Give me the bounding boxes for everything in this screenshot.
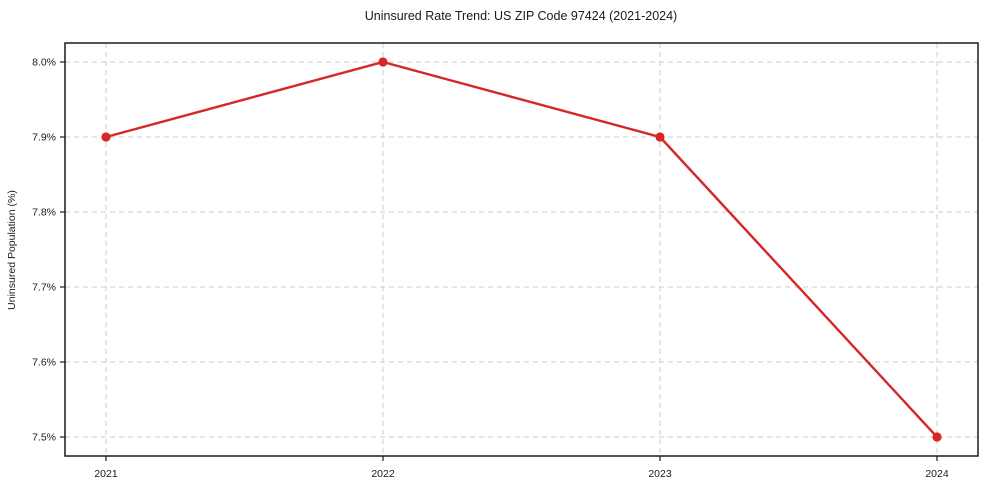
data-point-2024: [932, 432, 942, 442]
plot-frame: [64, 42, 979, 457]
chart-title: Uninsured Rate Trend: US ZIP Code 97424 …: [365, 9, 677, 23]
y-tick-label: 8.0%: [32, 57, 56, 69]
y-axis-label: Uninsured Population (%): [6, 190, 18, 310]
y-tick-label: 7.5%: [32, 432, 56, 444]
trend-line-series: [101, 57, 942, 442]
x-tick-label: 2021: [94, 468, 118, 480]
x-tick-label: 2023: [648, 468, 672, 480]
data-point-2021: [101, 132, 111, 142]
y-tick-label: 7.6%: [32, 357, 56, 369]
y-tick-label: 7.9%: [32, 132, 56, 144]
axis-labels: 7.5% 7.6% 7.7% 7.8% 7.9% 8.0% 2021 2022 2023 2024: [32, 57, 949, 481]
gridlines: [65, 43, 978, 456]
data-point-2023: [655, 132, 665, 142]
x-tick-label: 2022: [371, 468, 395, 480]
data-point-2022: [378, 57, 388, 67]
trend-line: [104, 60, 939, 439]
x-tick-label: 2024: [925, 468, 949, 480]
y-tick-label: 7.7%: [32, 282, 56, 294]
axis-ticks: [60, 61, 938, 461]
y-tick-label: 7.8%: [32, 207, 56, 219]
